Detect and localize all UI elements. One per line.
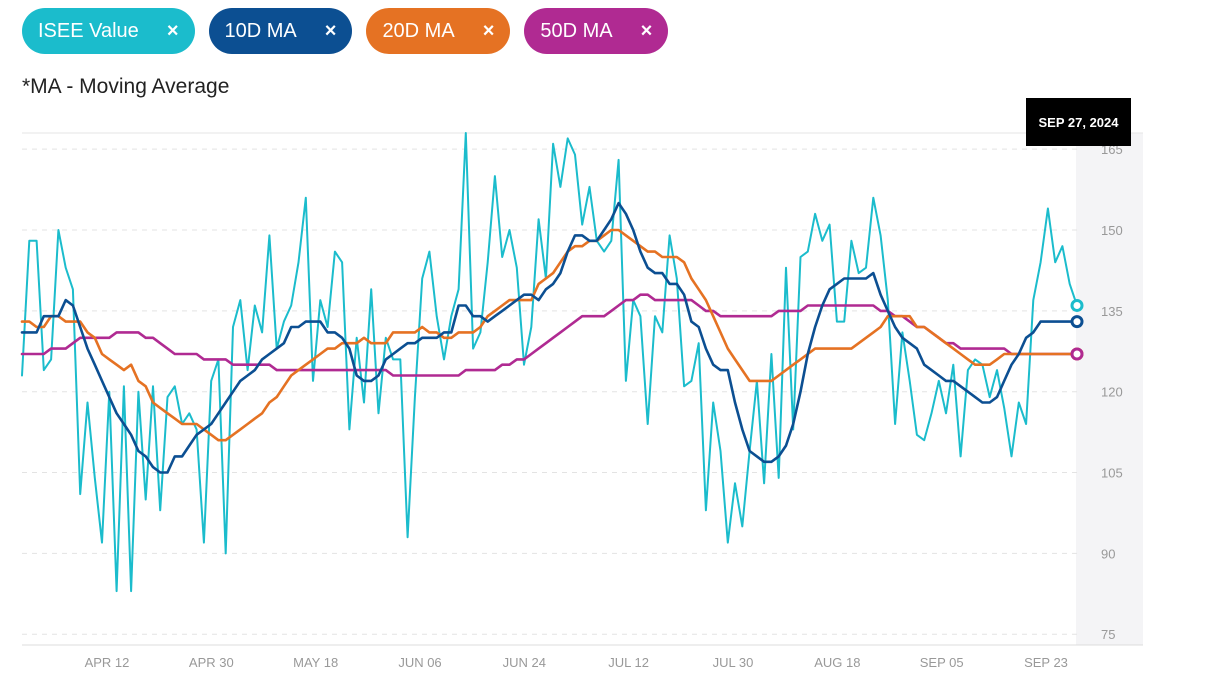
y-tick-label: 90 xyxy=(1101,546,1115,561)
close-icon[interactable]: × xyxy=(324,19,337,42)
y-tick-label: 120 xyxy=(1101,385,1123,400)
tooltip-date: SEP 27, 2024 xyxy=(1026,98,1131,146)
y-tick-label: 105 xyxy=(1101,466,1123,481)
endpoint-marker-isee-value xyxy=(1070,298,1084,312)
close-icon[interactable]: × xyxy=(640,19,653,42)
y-tick-label: 75 xyxy=(1101,627,1115,642)
hover-band xyxy=(1076,133,1143,645)
legend-chip-10d-ma[interactable]: 10D MA × xyxy=(208,8,353,54)
series-line-10d-ma xyxy=(20,201,1079,474)
legend: ISEE Value × 10D MA × 20D MA × 50D MA × xyxy=(22,8,669,54)
y-tick-label: 135 xyxy=(1101,304,1123,319)
x-tick-label: JUL 12 xyxy=(608,655,649,670)
legend-label-isee: ISEE Value xyxy=(38,19,139,42)
close-icon[interactable]: × xyxy=(482,19,495,42)
x-tick-label: MAY 18 xyxy=(293,655,338,670)
x-tick-label: JUN 24 xyxy=(503,655,546,670)
x-tick-label: JUL 30 xyxy=(713,655,754,670)
series-line-isee-value xyxy=(21,132,1078,593)
legend-label-20d-ma: 20D MA xyxy=(382,19,455,42)
series-line-50d-ma xyxy=(20,293,1079,377)
endpoint-marker-50d-ma xyxy=(1070,347,1084,361)
x-tick-label: AUG 18 xyxy=(814,655,860,670)
series-line-20d-ma xyxy=(20,228,1079,442)
legend-chip-isee[interactable]: ISEE Value × xyxy=(22,8,195,54)
x-tick-label: SEP 23 xyxy=(1024,655,1068,670)
legend-chip-50d-ma[interactable]: 50D MA × xyxy=(524,8,669,54)
legend-label-10d-ma: 10D MA xyxy=(224,19,297,42)
legend-label-50d-ma: 50D MA xyxy=(540,19,613,42)
y-tick-label: 150 xyxy=(1101,223,1123,238)
endpoint-marker-10d-ma xyxy=(1070,315,1084,329)
legend-chip-20d-ma[interactable]: 20D MA × xyxy=(366,8,511,54)
moving-average-note: *MA - Moving Average xyxy=(22,75,230,98)
x-tick-label: APR 30 xyxy=(189,655,234,670)
x-tick-label: JUN 06 xyxy=(398,655,441,670)
x-tick-label: SEP 05 xyxy=(920,655,964,670)
close-icon[interactable]: × xyxy=(166,19,179,42)
x-tick-label: APR 12 xyxy=(85,655,130,670)
